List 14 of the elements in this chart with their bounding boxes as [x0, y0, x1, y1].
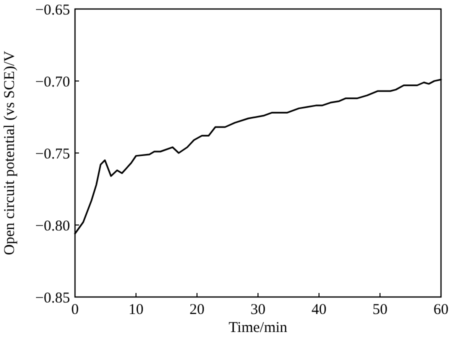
x-tick-label: 60 [434, 302, 448, 318]
x-tick-label: 50 [372, 302, 388, 318]
y-axis-title: Open circuit potential (vs SCE)/V [2, 50, 18, 256]
x-axis-title: Time/min [228, 320, 288, 336]
y-tick-label: −0.65 [35, 2, 70, 18]
y-tick-label: −0.70 [35, 74, 70, 90]
x-tick-label: 20 [190, 302, 204, 318]
y-tick-label: −0.85 [35, 290, 70, 306]
y-tick-label: −0.75 [35, 146, 70, 162]
x-tick-label: 40 [312, 302, 326, 318]
x-tick-label: 0 [71, 302, 79, 318]
y-tick-label: −0.80 [35, 218, 70, 234]
x-tick-label: 30 [250, 302, 266, 318]
x-tick-label: 10 [128, 302, 144, 318]
